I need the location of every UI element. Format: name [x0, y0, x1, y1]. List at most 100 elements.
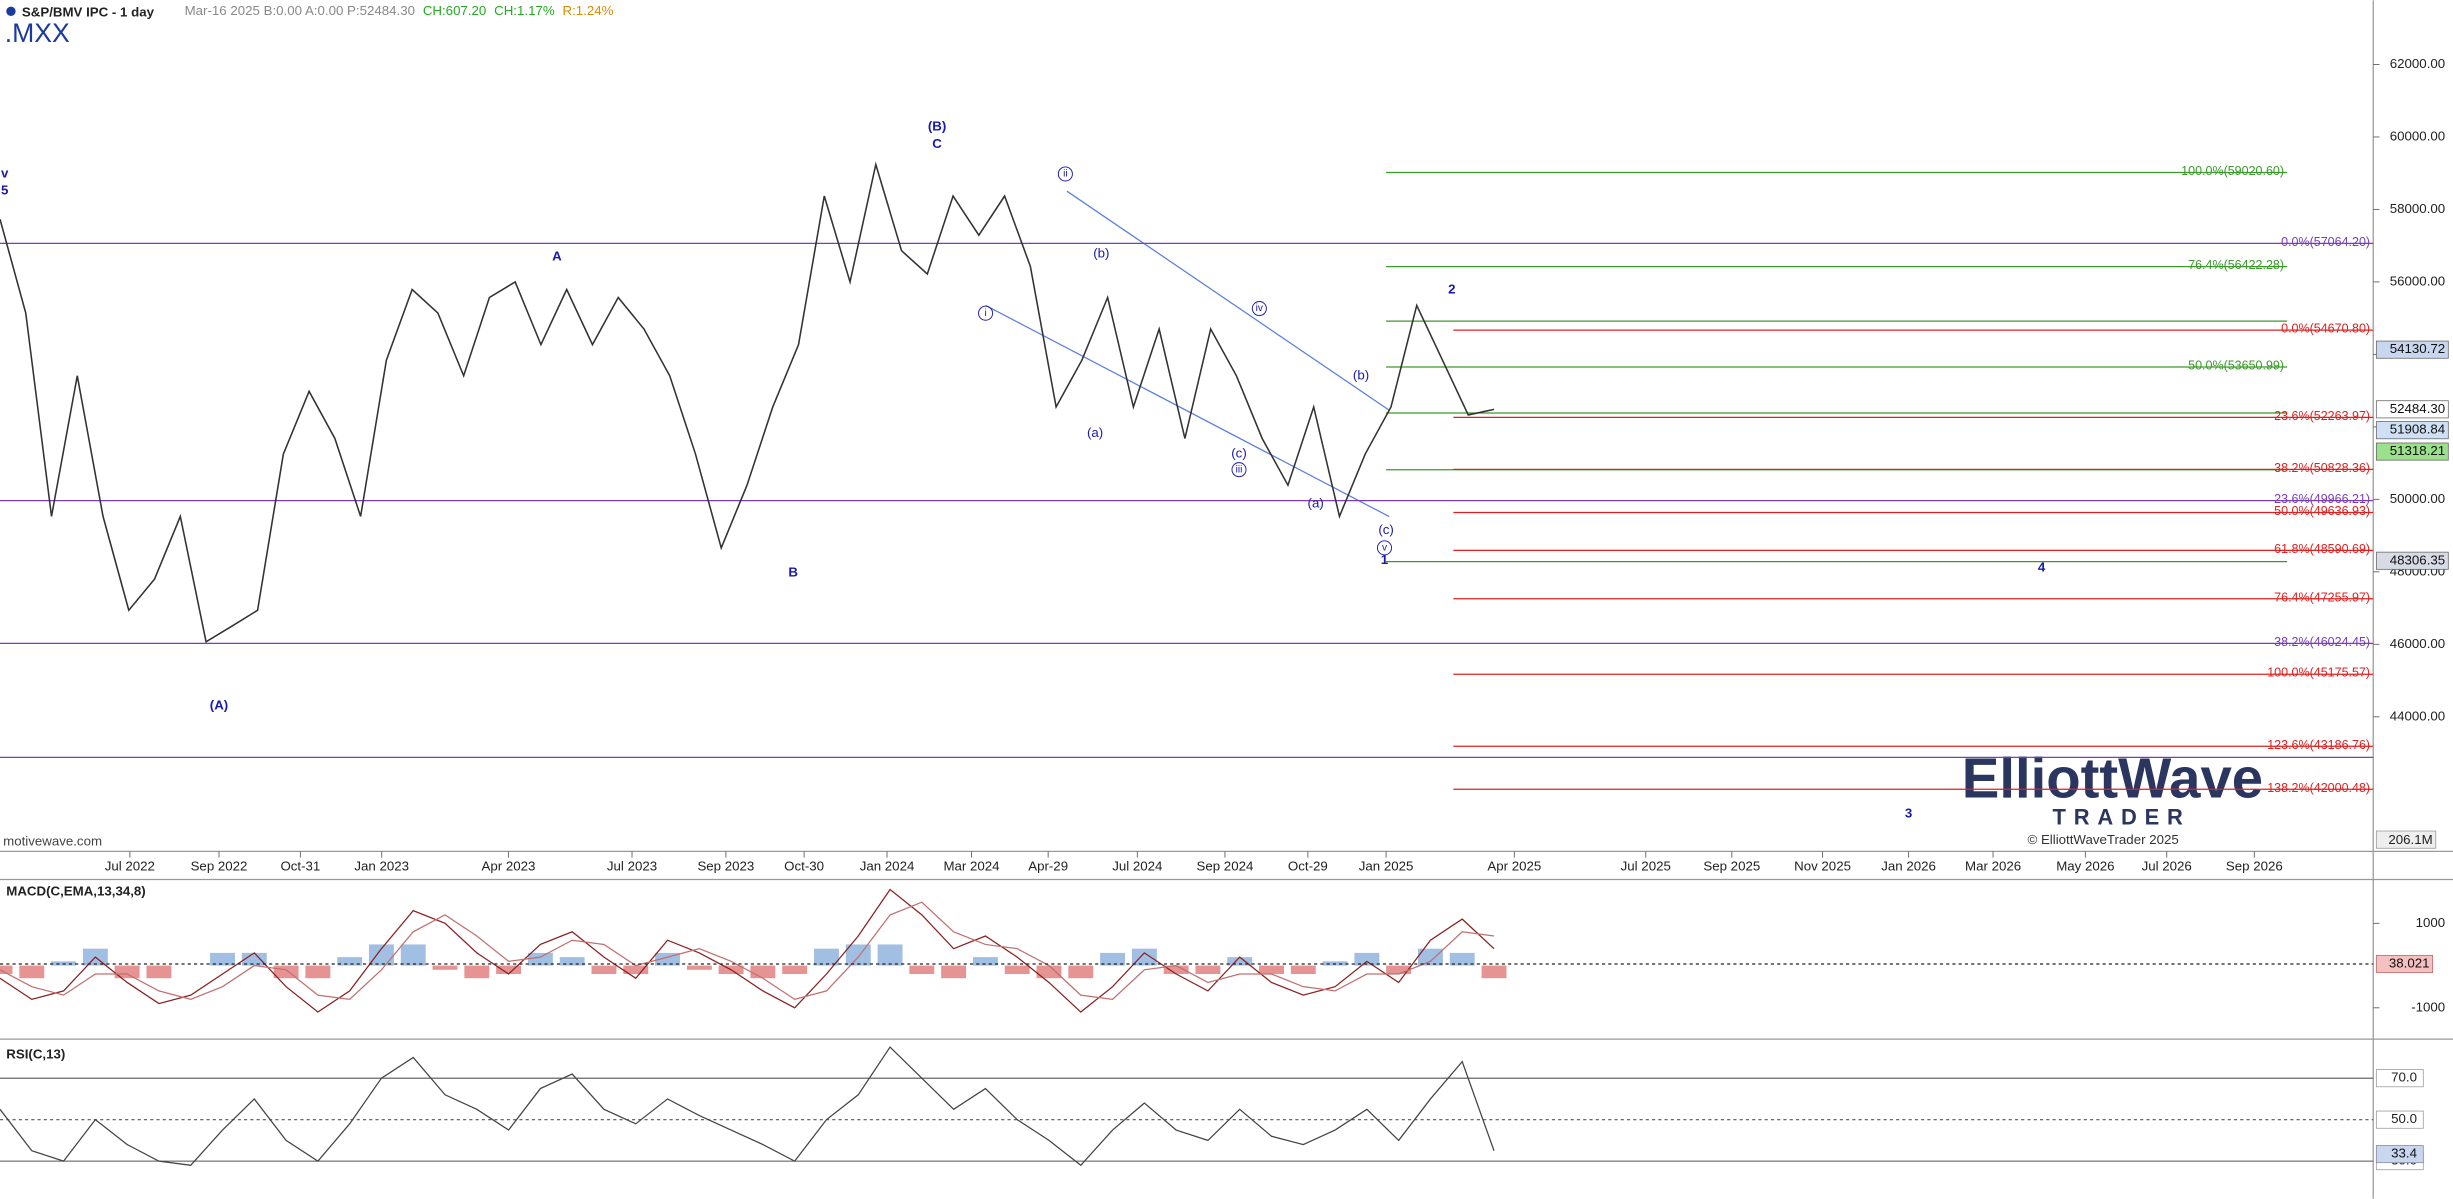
histogram-bar [464, 965, 490, 979]
fib-label: 138.2%(42000.48) [2267, 781, 2370, 795]
wave-label: C [932, 136, 942, 151]
rsi-line [0, 1046, 1495, 1167]
price-tag [2375, 340, 2449, 359]
fib-label: 100.0%(59020.60) [2181, 164, 2284, 178]
fib-label: 50.0%(49636.93) [2274, 504, 2370, 518]
wave-label: (a) [1087, 425, 1103, 440]
wave-label: i [984, 308, 986, 319]
histogram-bar [337, 957, 363, 966]
price-tag-label: 51908.84 [2390, 422, 2445, 437]
y-tick-label: 50.0 [2391, 1111, 2417, 1126]
annotation-circle [1376, 540, 1393, 556]
x-tick-label: Jul 2023 [607, 859, 657, 874]
fib-label: 23.6%(49966.21) [2274, 492, 2370, 506]
annotation-circle [1231, 462, 1247, 478]
x-tick-label: Sep 2024 [1196, 859, 1253, 874]
logo-sub: TRADER [2053, 804, 2191, 829]
y-tick-label: 50000.00 [2390, 491, 2445, 506]
histogram-bar [686, 965, 712, 970]
price-tag [2375, 400, 2449, 419]
y-tick-label: 56000.00 [2390, 273, 2445, 288]
histogram-bar [1036, 965, 1062, 979]
value-tag-label: 33.4 [2391, 1146, 2417, 1161]
histogram-bar [1068, 965, 1094, 979]
rsi-title: RSI(C,13) [6, 1046, 65, 1061]
wave-label: ii [1063, 169, 1068, 180]
wave-label: v [1382, 543, 1388, 554]
histogram-bar [591, 965, 617, 975]
x-tick-label: Jan 2024 [860, 859, 915, 874]
y-tick-label: 60000.00 [2390, 128, 2445, 143]
histogram-bar [1354, 952, 1380, 966]
histogram-bar [1449, 952, 1475, 966]
price-tag-label: 51318.21 [2390, 443, 2445, 458]
histogram-bar [305, 965, 331, 979]
y-tick-box [2375, 1069, 2424, 1088]
wave-label: 3 [1905, 805, 1912, 820]
fib-label: 38.2%(46024.45) [2274, 635, 2370, 649]
price-tag-label: 54130.72 [2390, 341, 2445, 356]
histogram-bar [496, 965, 522, 975]
histogram-bar [1227, 957, 1253, 966]
x-tick-label: Sep 2022 [191, 859, 248, 874]
symbol-dot [6, 6, 16, 16]
histogram-bar [972, 957, 998, 966]
value-tag [2375, 1145, 2424, 1164]
wave-label: v [1, 165, 9, 180]
price-tag [2375, 421, 2449, 440]
fib-label: 100.0%(45175.57) [2267, 666, 2370, 680]
x-tick-label: Apr 2023 [481, 859, 535, 874]
wave-label: (B) [928, 119, 946, 134]
histogram-bar [432, 965, 458, 970]
histogram-bar [1100, 952, 1126, 966]
volume-tag-box [2375, 830, 2437, 849]
x-tick-label: Apr-29 [1028, 859, 1068, 874]
histogram-bar [623, 965, 649, 975]
y-tick-label: 62000.00 [2390, 56, 2445, 71]
wave-label: (A) [210, 697, 228, 712]
x-tick-label: Oct-30 [784, 859, 824, 874]
histogram-bar [0, 965, 13, 975]
header-item: R:1.24% [562, 3, 613, 18]
fib-label: 0.0%(57064.20) [2281, 235, 2370, 249]
fib-label: 123.6%(43186.76) [2267, 738, 2370, 752]
histogram-bar [1417, 948, 1443, 966]
histogram-bar [782, 965, 808, 975]
histogram-bar [1131, 948, 1157, 966]
wave-label: (a) [1308, 496, 1324, 511]
x-tick-label: Jul 2024 [1112, 859, 1162, 874]
wave-label: 2 [1448, 281, 1455, 296]
fib-label: 61.8%(48590.69) [2274, 542, 2370, 556]
wave-label: 5 [1, 183, 9, 198]
macd-line [0, 901, 1495, 1001]
y-tick-box [2375, 1110, 2424, 1129]
channel-line [1066, 190, 1390, 411]
header-item: CH:1.17% [494, 3, 555, 18]
price-tag [2375, 551, 2449, 570]
logo: ElliottWave [1962, 746, 2263, 809]
x-tick-label: Sep 2025 [1703, 859, 1760, 874]
histogram-bar [845, 944, 871, 966]
histogram-bar [877, 944, 903, 966]
x-tick-label: Sep 2026 [2226, 859, 2283, 874]
wave-label: iii [1236, 464, 1243, 475]
x-tick-label: Jul 2026 [2142, 859, 2192, 874]
x-tick-label: Mar 2026 [1965, 859, 2021, 874]
value-tag-label: 38.021 [2389, 955, 2430, 970]
y-tick-label: 1000 [2416, 915, 2446, 930]
x-tick-label: Jan 2025 [1359, 859, 1414, 874]
histogram-bar [1195, 965, 1221, 975]
histogram-bar [1163, 965, 1189, 975]
y-tick-label: 70.0 [2391, 1070, 2417, 1085]
wave-label: iv [1256, 303, 1264, 314]
x-tick-label: Apr 2025 [1487, 859, 1541, 874]
histogram-bar [559, 957, 585, 966]
x-tick-label: Jan 2026 [1881, 859, 1936, 874]
x-tick-label: Nov 2025 [1794, 859, 1851, 874]
fib-label: 23.6%(52263.97) [2274, 409, 2370, 423]
y-tick-label: -1000 [2411, 999, 2445, 1014]
price-tag [2375, 442, 2449, 461]
x-tick-label: Jul 2022 [105, 859, 155, 874]
